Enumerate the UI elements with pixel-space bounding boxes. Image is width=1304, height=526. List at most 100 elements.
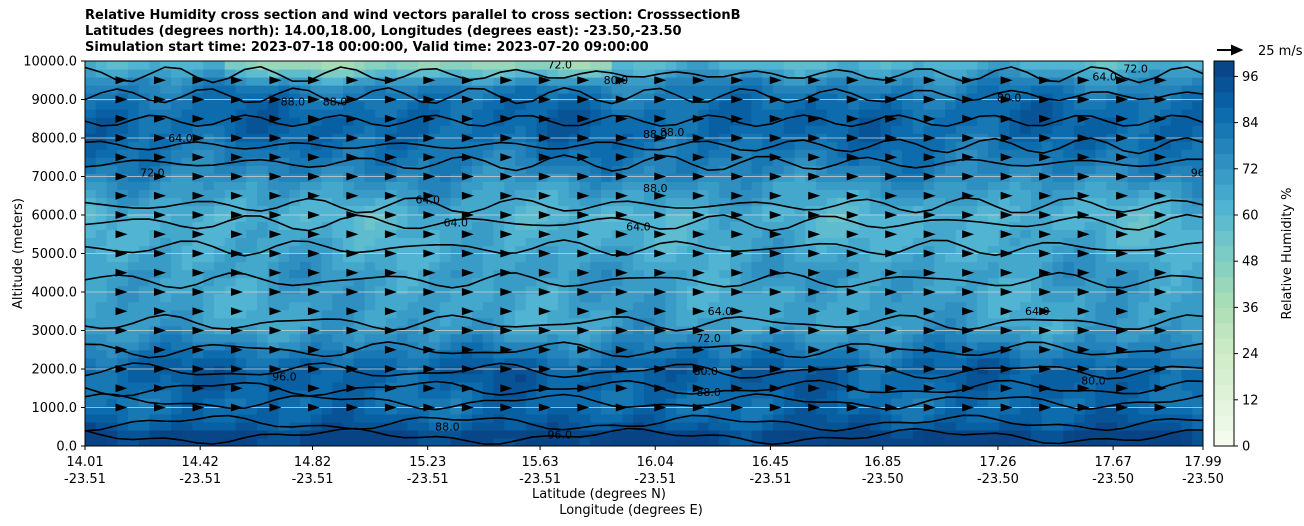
- rh-cell: [267, 69, 280, 78]
- rh-cell: [310, 253, 323, 263]
- rh-cell: [117, 261, 129, 271]
- rh-cell: [1052, 349, 1064, 359]
- rh-cell: [450, 173, 462, 182]
- rh-cell: [654, 93, 667, 102]
- rh-cell: [128, 197, 140, 206]
- rh-cell: [1084, 141, 1097, 150]
- rh-cell: [558, 117, 570, 126]
- rh-cell: [386, 125, 398, 134]
- rh-cell: [364, 165, 376, 174]
- rh-cell: [1160, 165, 1172, 174]
- rh-cell: [816, 421, 828, 431]
- rh-cell: [278, 301, 290, 311]
- rh-cell: [85, 333, 97, 343]
- rh-cell: [181, 213, 194, 223]
- rh-cell: [1192, 373, 1203, 383]
- rh-cell: [128, 309, 140, 319]
- rh-cell: [751, 357, 763, 367]
- rh-cell: [751, 165, 763, 174]
- rh-cell: [740, 181, 753, 190]
- rh-cell: [171, 69, 183, 78]
- rh-cell: [1031, 325, 1043, 335]
- rh-cell: [224, 229, 237, 239]
- rh-cell: [482, 149, 495, 158]
- rh-cell: [988, 421, 1000, 431]
- rh-cell: [687, 365, 699, 375]
- rh-cell: [353, 429, 366, 439]
- rh-cell: [160, 437, 172, 446]
- rh-cell: [794, 325, 806, 335]
- rh-cell: [1031, 77, 1043, 86]
- rh-cell: [461, 157, 473, 166]
- rh-cell: [644, 205, 656, 214]
- rh-cell: [257, 197, 269, 206]
- rh-cell: [450, 437, 462, 446]
- rh-cell: [923, 101, 935, 110]
- rh-cell: [214, 197, 226, 206]
- rh-cell: [461, 181, 473, 190]
- rh-cell: [117, 253, 129, 263]
- rh-cell: [203, 341, 215, 351]
- rh-cell: [998, 389, 1011, 399]
- rh-cell: [934, 301, 946, 311]
- rh-cell: [676, 181, 688, 190]
- rh-cell: [794, 293, 806, 303]
- rh-cell: [751, 237, 763, 247]
- rh-cell: [601, 141, 613, 150]
- rh-cell: [246, 213, 258, 223]
- rh-cell: [353, 165, 366, 174]
- rh-cell: [95, 117, 108, 126]
- rh-cell: [450, 397, 462, 407]
- rh-cell: [644, 213, 656, 223]
- rh-cell: [1084, 149, 1097, 158]
- rh-cell: [998, 293, 1011, 303]
- rh-cell: [880, 341, 892, 351]
- rh-cell: [1106, 197, 1118, 206]
- rh-cell: [1127, 405, 1140, 415]
- rh-cell: [859, 341, 871, 351]
- rh-cell: [644, 109, 656, 118]
- rh-cell: [719, 397, 731, 407]
- rh-cell: [1149, 357, 1161, 367]
- rh-cell: [751, 157, 763, 166]
- rh-cell: [128, 333, 140, 343]
- rh-cell: [332, 333, 344, 343]
- rh-cell: [375, 437, 387, 446]
- rh-cell: [869, 165, 882, 174]
- rh-cell: [1160, 125, 1172, 134]
- rh-cell: [826, 405, 839, 415]
- rh-cell: [859, 109, 871, 118]
- rh-cell: [321, 405, 333, 415]
- rh-cell: [794, 277, 806, 287]
- rh-cell: [504, 285, 516, 295]
- rh-cell: [450, 245, 462, 255]
- rh-cell: [945, 133, 957, 142]
- rh-cell: [515, 117, 527, 126]
- rh-cell: [160, 381, 172, 391]
- rh-cell: [396, 349, 409, 359]
- rh-cell: [762, 197, 774, 206]
- rh-cell: [654, 413, 667, 423]
- rh-cell: [1084, 157, 1097, 166]
- rh-cell: [224, 309, 237, 319]
- rh-cell: [1041, 93, 1054, 102]
- rh-cell: [869, 221, 882, 231]
- rh-cell: [525, 149, 538, 158]
- rh-cell: [601, 245, 613, 255]
- rh-cell: [988, 437, 1000, 446]
- rh-cell: [912, 133, 925, 142]
- rh-cell: [859, 253, 871, 263]
- rh-cell: [1106, 341, 1118, 351]
- rh-cell: [934, 325, 946, 335]
- rh-cell: [1170, 413, 1183, 423]
- rh-cell: [246, 149, 258, 158]
- rh-cell: [859, 389, 871, 399]
- rh-cell: [880, 245, 892, 255]
- rh-cell: [160, 429, 172, 439]
- rh-cell: [192, 125, 204, 134]
- rh-cell: [859, 85, 871, 94]
- rh-cell: [192, 221, 204, 231]
- rh-cell: [278, 101, 290, 110]
- rh-cell: [644, 61, 656, 70]
- rh-cell: [472, 381, 484, 391]
